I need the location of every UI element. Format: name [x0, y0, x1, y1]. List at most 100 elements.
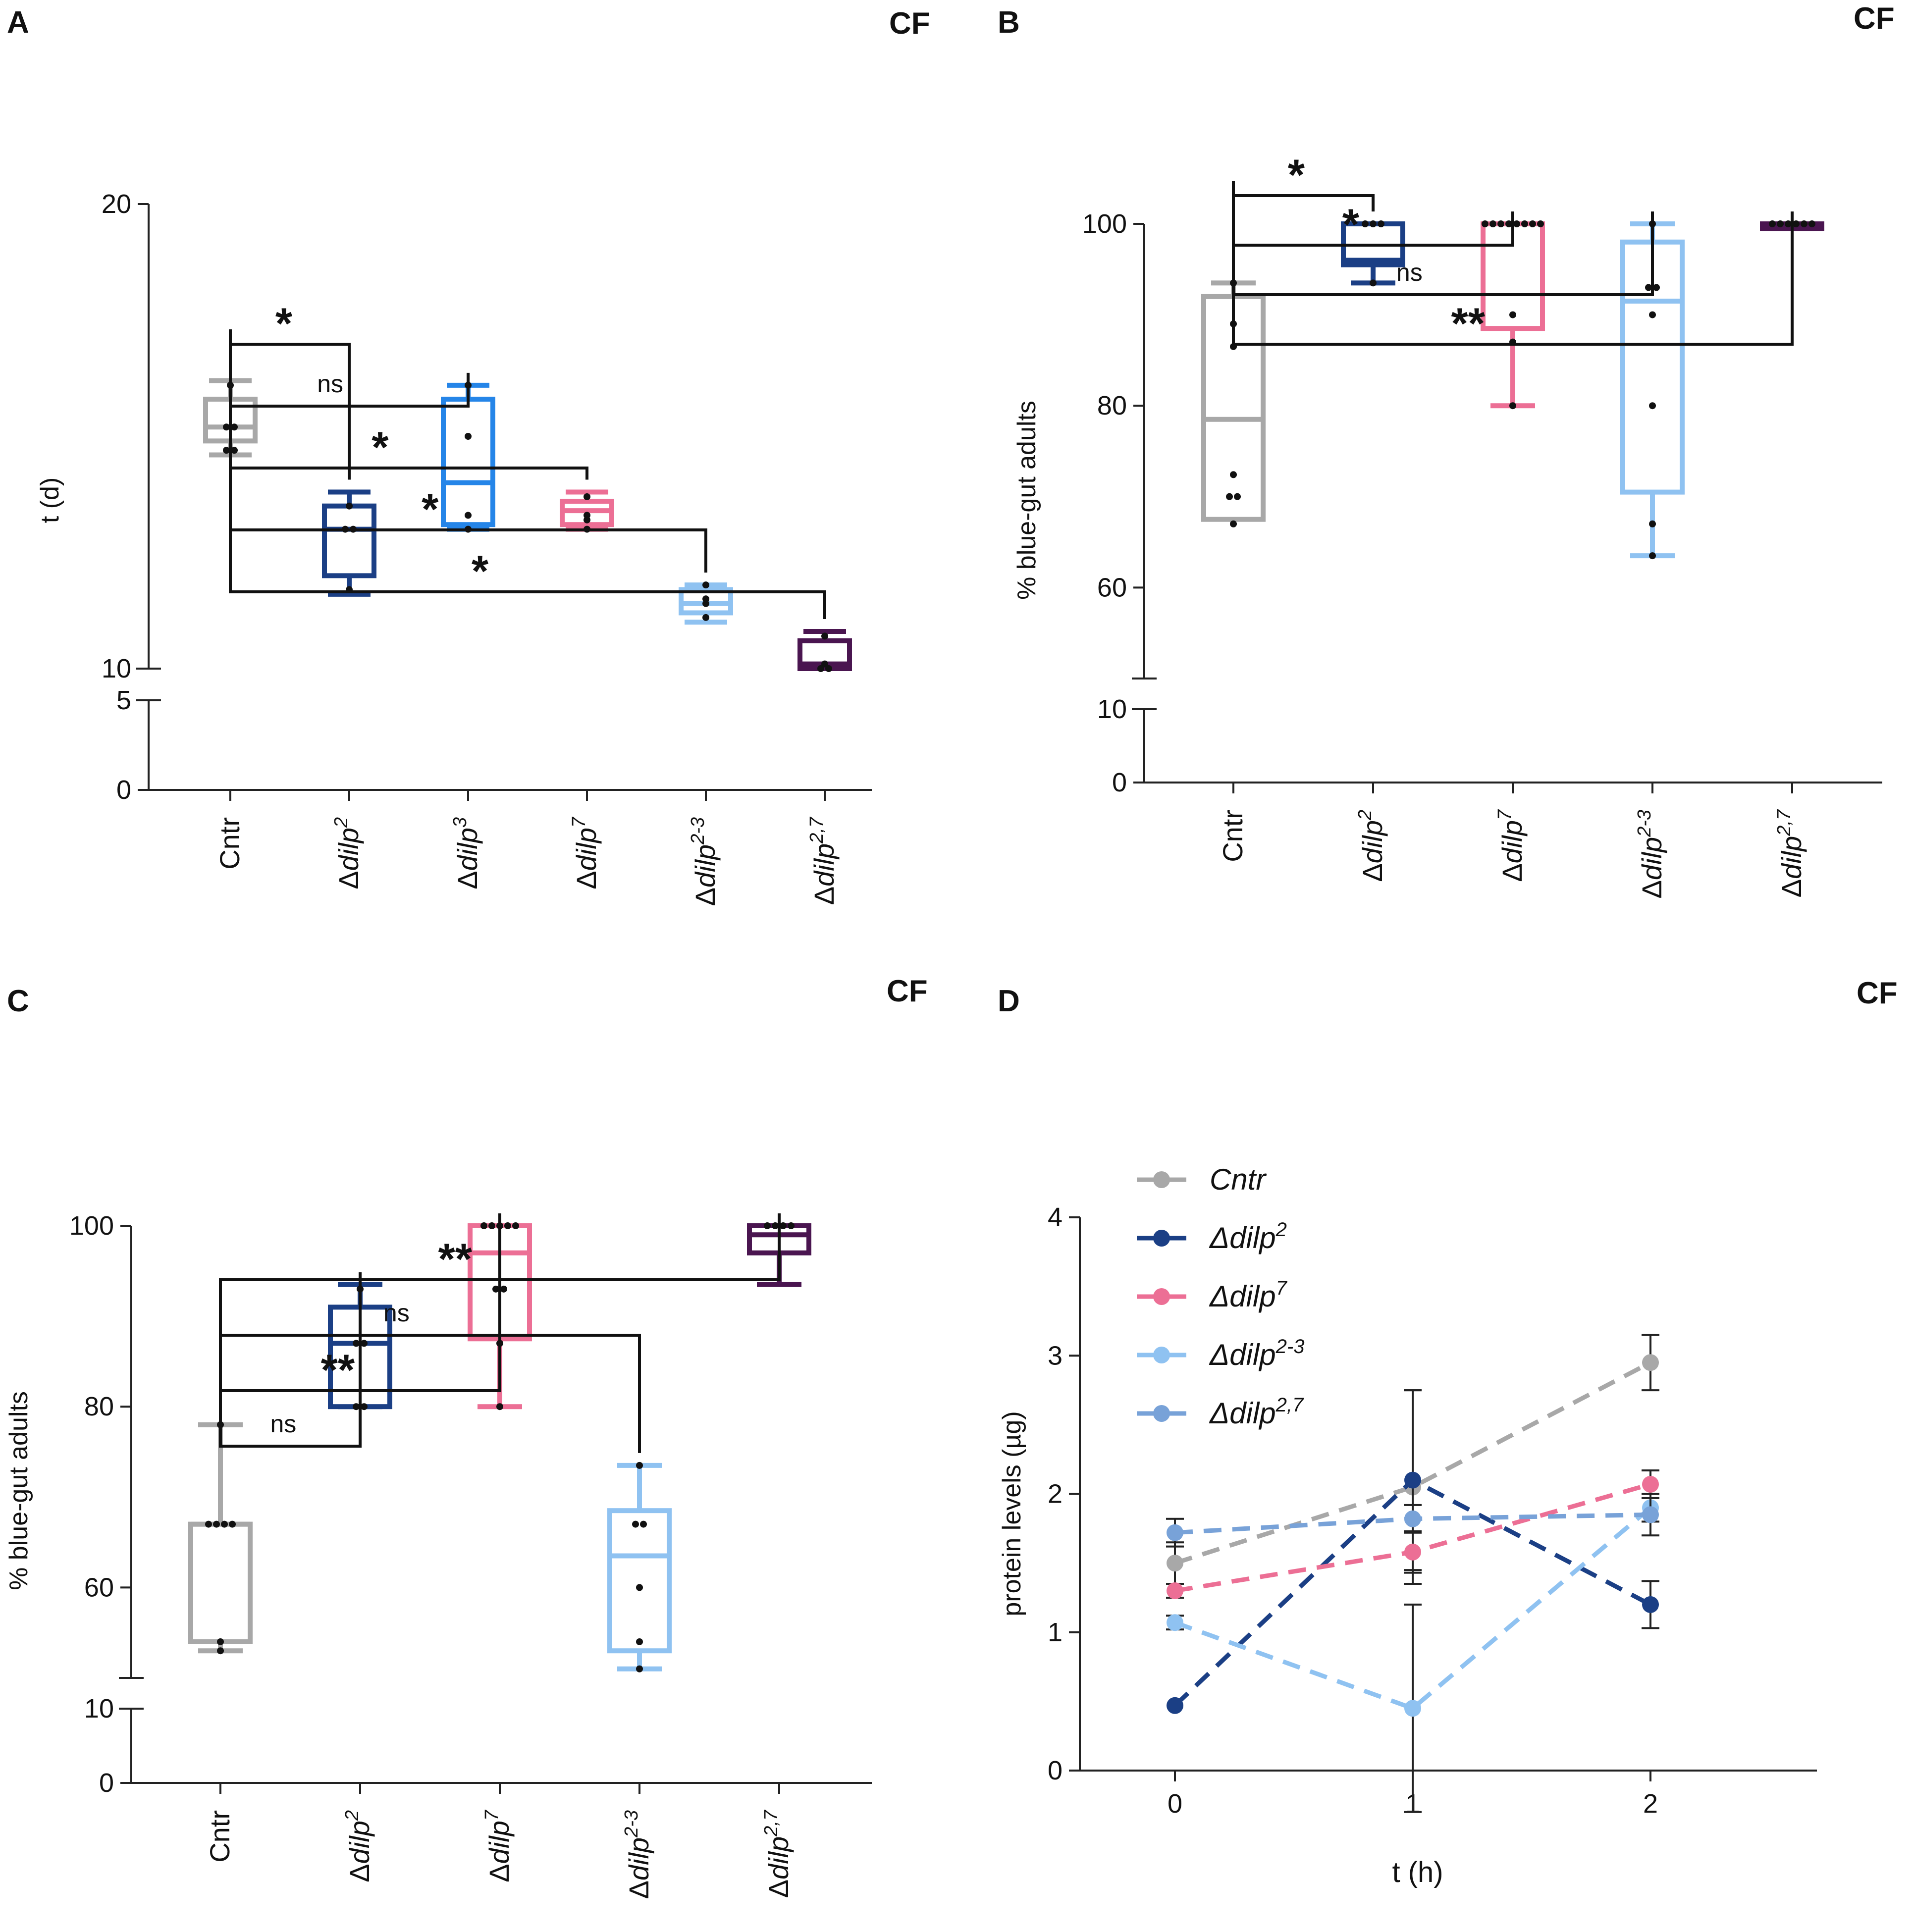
- box-4: [679, 581, 733, 625]
- data-point: [1509, 402, 1516, 410]
- x-tick-label-1: Δdilp2: [1355, 810, 1388, 882]
- data-point: [1404, 1510, 1421, 1527]
- data-point: [1642, 1354, 1659, 1371]
- data-point: [231, 447, 238, 454]
- data-point: [465, 512, 472, 519]
- data-point: [702, 595, 709, 603]
- bracket-line: [229, 329, 826, 619]
- panel-c-boxplot: 0 10 60 80 100 % blue-gut adults Cntr Δdilp2 Δdi…: [4, 1211, 872, 1899]
- data-point: [1649, 552, 1656, 560]
- data-point: [780, 1222, 787, 1229]
- x-tick-label-0: Cntr: [1217, 810, 1248, 862]
- data-point: [504, 1222, 511, 1229]
- data-point: [764, 1222, 771, 1229]
- data-point: [1370, 279, 1377, 287]
- data-point: [1649, 402, 1656, 410]
- legend: Cntr Δdilp2 Δdilp7 Δdilp2-3 Δdilp2,7: [1137, 1163, 1304, 1430]
- data-point: [346, 502, 353, 510]
- panel-a-boxplot: 0 510 20 t (d) Cntr Δdilp2 Δdilp3 Δdilp7 Δdilp2-…: [36, 189, 872, 906]
- y-tick-label: 1: [1048, 1618, 1063, 1647]
- x-tick-label-4: Δdilp2-3: [688, 817, 721, 906]
- x-tick-label-3: Δdilp2-3: [1634, 810, 1667, 899]
- y-tick-label: 5: [116, 685, 131, 715]
- data-point: [1642, 1596, 1659, 1613]
- data-point: [632, 1520, 639, 1528]
- data-point: [1167, 1524, 1183, 1541]
- significance-label: *: [472, 546, 489, 595]
- data-point: [465, 433, 472, 440]
- y-axis-title: t (d): [36, 477, 64, 523]
- data-point: [1801, 220, 1807, 227]
- data-point: [1505, 220, 1512, 227]
- data-point: [825, 665, 832, 672]
- legend-swatch-marker: [1153, 1347, 1170, 1363]
- y-tick-label: 0: [116, 775, 131, 805]
- data-point: [223, 423, 230, 431]
- data-point: [1230, 520, 1237, 527]
- data-point: [1489, 220, 1496, 227]
- significance-label: ns: [383, 1299, 410, 1327]
- significance-bracket-1: ns: [219, 1272, 362, 1448]
- data-point: [1642, 1475, 1659, 1493]
- data-point: [500, 1285, 507, 1293]
- panel-b-cf-tag: CF: [1854, 1, 1895, 36]
- data-point: [1482, 220, 1488, 227]
- legend-swatch-marker: [1153, 1171, 1170, 1188]
- x-tick-label-1: Δdilp2: [331, 817, 364, 889]
- data-point: [821, 632, 828, 640]
- y-tick-label: 100: [1082, 209, 1127, 239]
- legend-label: Δdilp2,7: [1209, 1394, 1304, 1430]
- y-tick-label: 10: [84, 1694, 114, 1723]
- box-iqr: [188, 1521, 253, 1644]
- data-point: [1404, 1543, 1421, 1561]
- data-point: [1642, 1506, 1659, 1523]
- y-axis-title: % blue-gut adults: [1012, 401, 1041, 600]
- significance-label: *: [275, 299, 293, 348]
- significance-label: ns: [317, 370, 343, 398]
- y-tick-label: 0: [99, 1768, 114, 1798]
- series-4: [1166, 1493, 1659, 1548]
- x-tick-label-0: Cntr: [214, 817, 245, 870]
- x-axis-title: t (h): [1392, 1856, 1443, 1888]
- y-tick-label: 80: [84, 1392, 114, 1421]
- data-point: [1167, 1697, 1183, 1714]
- box-iqr: [322, 503, 376, 578]
- data-point: [1777, 220, 1784, 227]
- data-point: [223, 447, 230, 454]
- data-point: [1230, 471, 1237, 478]
- data-point: [1653, 284, 1660, 291]
- data-point: [231, 423, 238, 431]
- data-point: [1362, 220, 1369, 227]
- data-point: [1509, 311, 1516, 318]
- legend-swatch-marker: [1153, 1405, 1170, 1422]
- x-tick-label-2: Δdilp7: [481, 1809, 515, 1882]
- significance-label: **: [321, 1345, 355, 1394]
- data-point: [1785, 220, 1792, 227]
- data-point: [1769, 220, 1776, 227]
- x-tick-label-2: Δdilp3: [450, 817, 483, 889]
- y-tick-label: 4: [1048, 1202, 1063, 1232]
- bracket-line: [1232, 181, 1794, 346]
- data-point: [217, 1647, 224, 1655]
- data-point: [772, 1222, 779, 1229]
- x-tick-label: 0: [1168, 1789, 1182, 1819]
- legend-swatch-marker: [1153, 1230, 1170, 1247]
- y-tick-label: 0: [1112, 768, 1127, 797]
- legend-label: Δdilp7: [1209, 1277, 1288, 1313]
- data-point: [636, 1462, 643, 1469]
- data-point: [512, 1222, 519, 1229]
- x-tick-label-3: Δdilp2-3: [621, 1810, 654, 1899]
- data-point: [353, 1403, 360, 1410]
- series-2: [1166, 1469, 1659, 1599]
- data-point: [636, 1584, 643, 1591]
- data-point: [480, 1222, 487, 1229]
- significance-bracket-4: **: [219, 1213, 781, 1426]
- x-tick-label-3: Δdilp7: [569, 816, 602, 889]
- box-3: [560, 489, 614, 533]
- data-point: [636, 1665, 643, 1672]
- data-point: [217, 1638, 224, 1645]
- data-point: [788, 1222, 795, 1229]
- data-point: [1370, 220, 1377, 227]
- data-point: [213, 1520, 220, 1528]
